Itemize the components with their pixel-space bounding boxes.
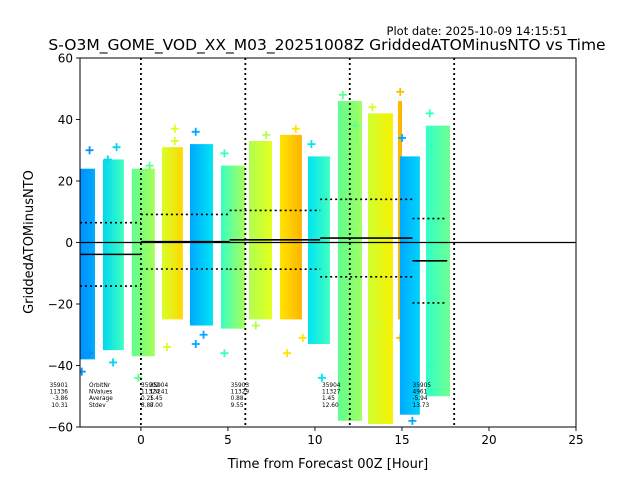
data-strip [307,156,330,344]
stat-row-name: OrbitNr [89,383,111,389]
stat-row-name: Average [89,396,113,402]
outlier-point [425,361,434,370]
outlier-point [145,161,154,170]
y-tick-label: −60 [48,421,73,435]
x-tick-label: 25 [568,433,583,447]
data-strip [161,147,183,320]
plot-date-subtitle: Plot date: 2025-10-09 14:15:51 [387,24,568,38]
outlier-point [350,121,359,130]
stat-value: 13.73 [413,403,430,409]
y-axis-label: GriddedATOMinusNTO [22,170,37,314]
stat-value: 4961 [413,390,428,396]
stat-value: 1.45 [150,396,163,402]
outlier-point [368,103,377,112]
y-tick-label: −40 [48,359,73,373]
stat-value: 10.31 [51,403,68,409]
stat-row-name: NValues [89,390,112,396]
outlier-point [199,330,208,339]
stat-value: 35903 [231,383,250,389]
outlier-point [109,358,118,367]
stat-value: 11324 [141,390,160,396]
outlier-point [396,87,405,96]
outlier-point [134,373,143,382]
stat-value: 12.60 [322,403,339,409]
outlier-point [338,90,347,99]
stat-value: 8.87 [141,403,154,409]
y-tick-label: 40 [58,113,73,127]
stat-value: 9.55 [231,403,244,409]
outlier-point [307,140,316,149]
outlier-point [397,133,406,142]
outlier-point [291,124,300,133]
stat-value: 11336 [50,390,69,396]
stat-value: -5.94 [413,396,428,402]
outlier-point [80,367,86,376]
outlier-point [425,109,434,118]
outlier-point [408,416,417,425]
stat-value: 35904 [322,383,341,389]
x-axis-label: Time from Forecast 00Z [Hour] [227,457,429,472]
outlier-point [163,343,172,352]
outlier-point [251,321,260,330]
outlier-point [103,155,112,164]
y-tick-label: 20 [58,175,73,189]
stat-value: 35902 [141,383,160,389]
stat-value: 13241 [150,390,169,396]
data-strip [279,134,302,320]
outlier-point [170,124,179,133]
data-strip [368,113,393,424]
stat-value: 1.45 [322,396,335,402]
outlier-point [298,333,307,342]
stat-value: 0.25 [141,396,154,402]
y-tick-label: 0 [65,236,73,250]
outlier-point [283,349,292,358]
outlier-point [112,143,121,152]
stat-value: 35901 [50,383,69,389]
outlier-point [85,349,94,358]
data-strip [131,168,155,357]
x-tick-label: 5 [224,433,232,447]
stat-value: 11327 [322,390,341,396]
stat-value: 0.88 [231,396,244,402]
y-tick-label: 60 [58,52,73,66]
stat-row-name: Stdev [89,403,106,409]
outlier-point [373,318,382,327]
data-strip [248,141,272,320]
outlier-point [220,149,229,158]
data-layer [80,87,450,425]
x-tick-label: 20 [481,433,496,447]
chart-title: S-O3M_GOME_VOD_XX_M03_20251008Z GriddedA… [48,36,605,55]
outlier-point [191,127,200,136]
outlier-point [191,339,200,348]
data-strip [80,168,95,360]
stat-value: -3.86 [53,396,68,402]
x-tick-label: 10 [307,433,322,447]
x-tick-label: 0 [137,433,145,447]
data-strip [189,144,213,326]
data-strip [220,165,245,329]
stat-value: 8.00 [150,403,163,409]
outlier-point [262,130,271,139]
y-tick-label: −20 [48,298,73,312]
data-strip [399,156,420,415]
outlier-point [170,137,179,146]
outlier-point [317,373,326,382]
outlier-point [382,229,391,238]
x-tick-label: 15 [394,433,409,447]
outlier-point [85,146,94,155]
stat-value: 11329 [231,390,250,396]
outlier-point [220,349,229,358]
stat-value: 35904 [150,383,169,389]
stat-value: 35905 [413,383,432,389]
